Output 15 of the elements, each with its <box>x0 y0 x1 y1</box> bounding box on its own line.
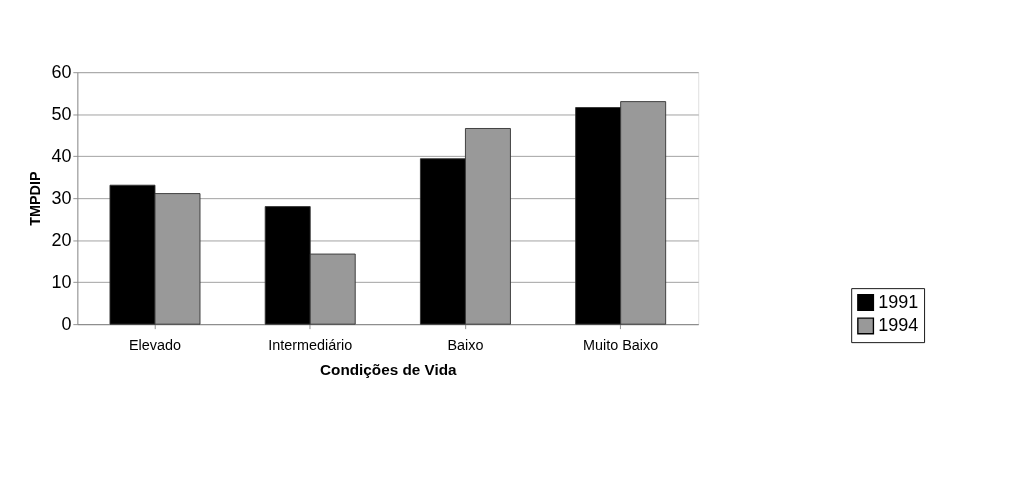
legend-label: 1994 <box>878 315 919 336</box>
y-tick-label: 10 <box>51 272 72 293</box>
y-tick-label: 30 <box>51 188 72 209</box>
x-tick-label: Muito Baixo <box>583 336 659 353</box>
x-tick-label: Baixo <box>447 336 484 353</box>
x-tick-label: Elevado <box>129 336 181 353</box>
y-axis-title: TMPDIP <box>26 171 43 226</box>
y-tick-label: 40 <box>51 146 72 167</box>
y-tick-label: 20 <box>51 230 72 251</box>
legend-label: 1991 <box>878 291 919 312</box>
x-axis-title: Condições de Vida <box>320 361 457 379</box>
y-tick-label: 0 <box>61 314 72 335</box>
x-tick-label: Intermediário <box>268 336 353 353</box>
y-tick-label: 60 <box>51 62 72 83</box>
y-tick-label: 50 <box>51 104 72 125</box>
